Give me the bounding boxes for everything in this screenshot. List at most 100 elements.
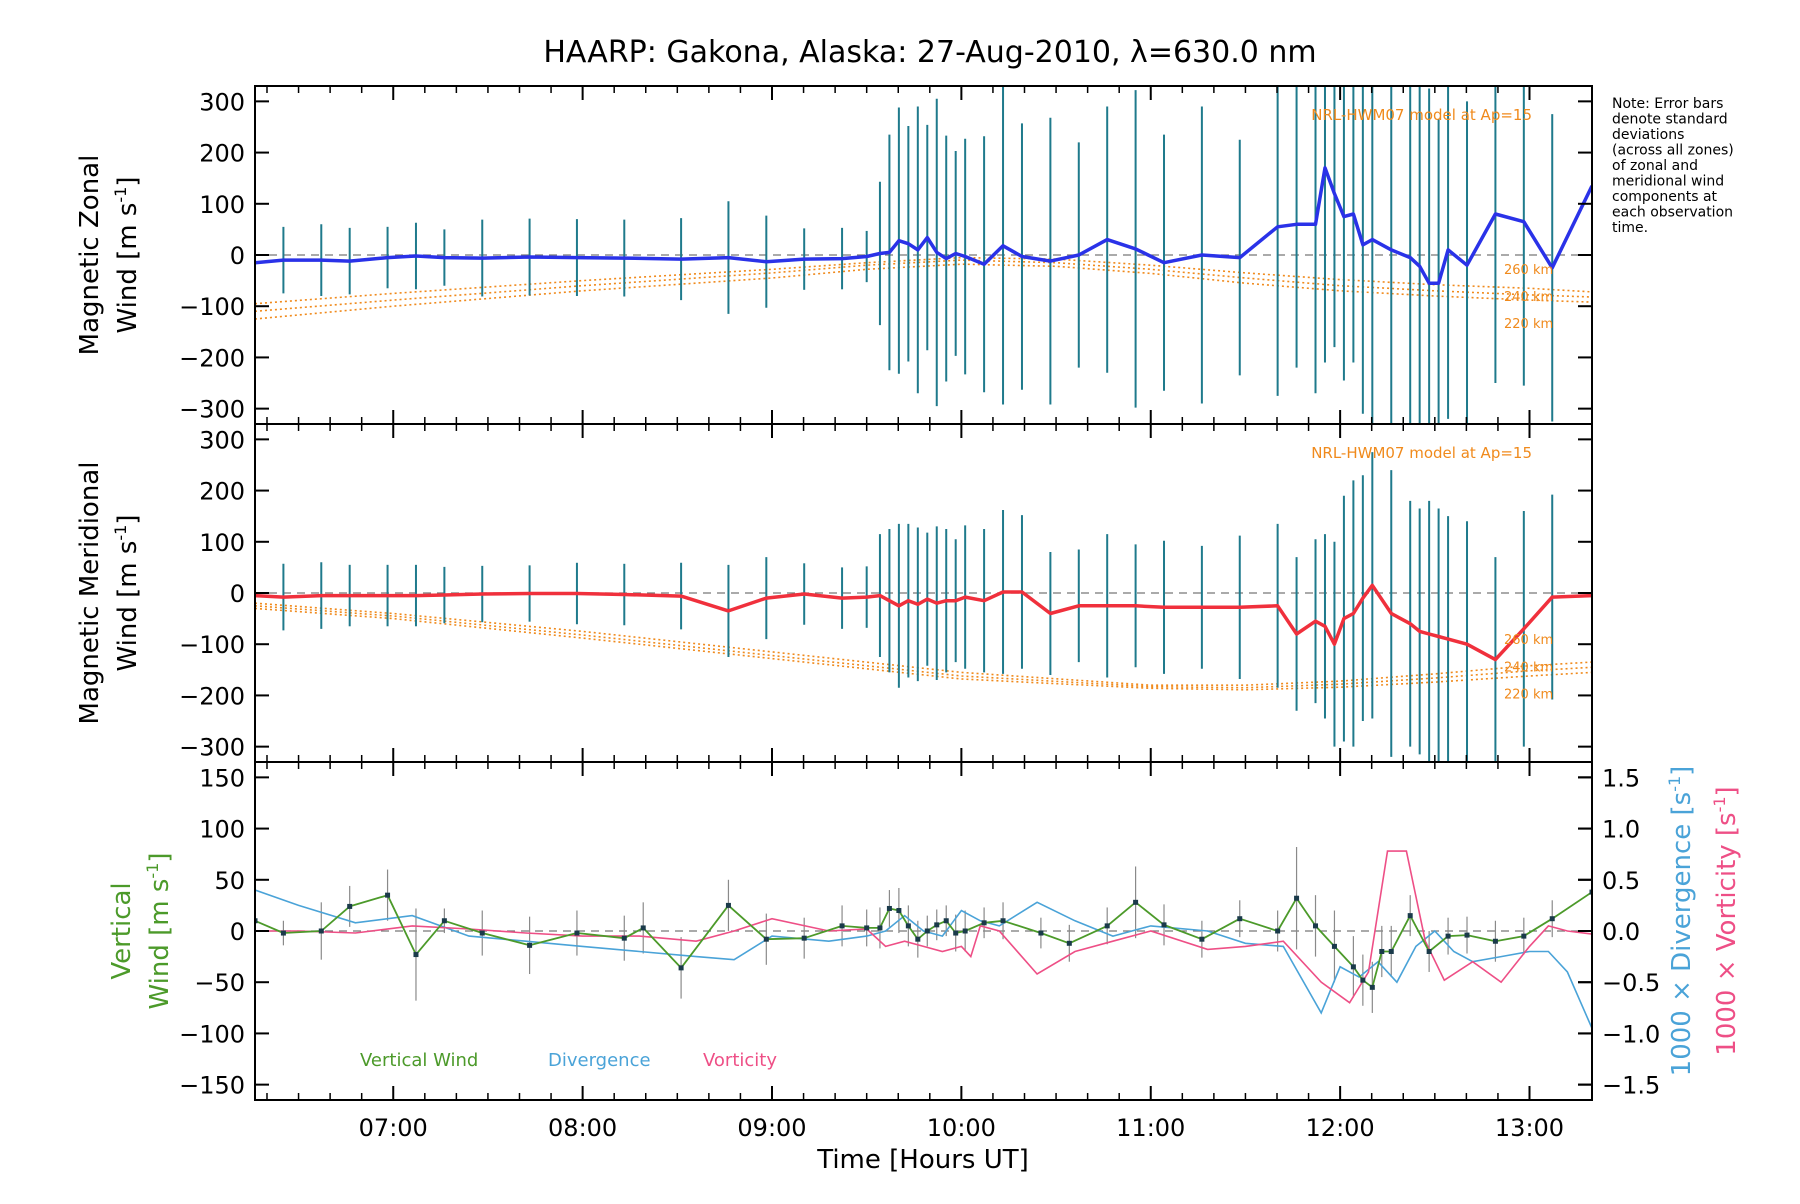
data-point	[1313, 923, 1319, 929]
plot-area	[255, 847, 1592, 1029]
data-point	[1199, 936, 1205, 942]
data-point	[1426, 948, 1432, 954]
data-point	[1237, 916, 1243, 922]
data-point	[801, 935, 807, 941]
data-point	[385, 892, 391, 898]
data-point	[678, 965, 684, 971]
data-point	[896, 908, 902, 914]
y-tick-label: −300	[179, 396, 245, 424]
y2-tick-label: −1.5	[1602, 1072, 1660, 1100]
model-alt-label: 260 km	[1504, 633, 1553, 648]
y-tick-label: −100	[179, 631, 245, 659]
x-axis-title: Time [Hours UT]	[816, 1145, 1029, 1175]
plot-area	[255, 86, 1592, 424]
y-tick-label: 0	[230, 580, 245, 608]
y-tick-label: −50	[194, 969, 245, 997]
data-point	[1464, 932, 1470, 938]
data-point	[441, 918, 447, 924]
note-line: deviations	[1612, 127, 1684, 143]
data-point	[347, 903, 353, 909]
y2-tick-label: −1.0	[1602, 1020, 1660, 1048]
model-label: NRL-HWM07 model at Ap=15	[1311, 444, 1532, 462]
y-axis-title-line2: Wind [m s-1]	[111, 515, 143, 672]
y-axis-title-end: ]	[113, 515, 143, 525]
data-point	[318, 928, 324, 934]
note-line: components at	[1612, 189, 1718, 205]
data-point	[527, 942, 533, 948]
model-alt-label: 240 km	[1504, 290, 1553, 305]
y-axis-title-end: ]	[113, 177, 143, 187]
y-axis-title-sup: -1	[111, 525, 130, 541]
y2-title-end: ]	[1712, 786, 1742, 796]
legend-entry: Vertical Wind	[360, 1050, 478, 1071]
y-axis-title-line2: Wind [m s-1]	[143, 853, 175, 1010]
x-tick-label: 11:00	[1116, 1114, 1185, 1142]
y-tick-label: 100	[199, 191, 245, 219]
note-line: (across all zones)	[1612, 143, 1734, 159]
y-tick-label: −300	[179, 734, 245, 762]
data-point	[943, 918, 949, 924]
data-point	[1549, 916, 1555, 922]
plot-area	[255, 452, 1592, 762]
data-point	[1161, 922, 1167, 928]
y-axis-title-main: Wind [m s	[113, 541, 143, 672]
panel-meridional: NRL-HWM07 model at Ap=15 260 km 240 km 220 …	[75, 423, 1593, 763]
y-axis-title-main: Wind [m s	[145, 879, 175, 1010]
y-axis-title-sup: -1	[111, 187, 130, 203]
model-label: NRL-HWM07 model at Ap=15	[1311, 106, 1532, 124]
data-point	[839, 923, 845, 929]
data-point	[413, 952, 419, 958]
data-point	[1445, 933, 1451, 939]
data-point	[924, 928, 930, 934]
data-point	[479, 930, 485, 936]
y2-tick-label: −0.5	[1602, 969, 1660, 997]
data-point	[1331, 943, 1337, 949]
y-tick-label: 200	[199, 478, 245, 506]
y-tick-label: −200	[179, 344, 245, 372]
y2-title-sup: -1	[1710, 796, 1729, 812]
legend-entry: Vorticity	[703, 1050, 777, 1071]
data-point	[962, 928, 968, 934]
y-axis-title-sup: -1	[143, 863, 162, 879]
legend-entry: Divergence	[548, 1050, 651, 1071]
x-tick-label: 08:00	[548, 1114, 617, 1142]
y-axis-title-main: Wind [m s	[113, 203, 143, 334]
y-tick-label: 0	[230, 242, 245, 270]
data-point	[877, 925, 883, 931]
y-tick-label: −100	[179, 293, 245, 321]
data-point	[1407, 913, 1413, 919]
y2-axis-title-y2label_b: 1000 × Vorticity [s-1]	[1710, 786, 1742, 1055]
y-tick-label: 200	[199, 140, 245, 168]
data-point	[981, 920, 987, 926]
data-point	[1294, 895, 1300, 901]
data-point	[905, 923, 911, 929]
y-tick-label: 50	[214, 867, 245, 895]
data-point	[255, 918, 258, 924]
data-point	[953, 930, 959, 936]
model-alt-label: 240 km	[1504, 660, 1553, 675]
vorticity-line	[255, 850, 1592, 1004]
y-tick-label: −150	[179, 1072, 245, 1100]
data-point	[1379, 948, 1385, 954]
x-tick-label: 07:00	[359, 1114, 428, 1142]
x-tick-label: 13:00	[1495, 1114, 1564, 1142]
data-point	[1275, 928, 1281, 934]
data-point	[886, 905, 892, 911]
data-point	[1388, 948, 1394, 954]
data-point	[1104, 923, 1110, 929]
data-point	[1589, 889, 1592, 895]
data-point	[1369, 984, 1375, 990]
y-tick-label: −200	[179, 682, 245, 710]
y-tick-label: 0	[230, 918, 245, 946]
data-point	[1038, 930, 1044, 936]
y-axis-title-line1: Magnetic Zonal	[75, 155, 105, 356]
model-alt-label: 220 km	[1504, 317, 1553, 332]
y2-title-main: 1000 × Divergence [s	[1667, 792, 1697, 1077]
note-line: Note: Error bars	[1612, 96, 1723, 112]
y-tick-label: −100	[179, 1020, 245, 1048]
y-tick-label: 100	[199, 529, 245, 557]
y-tick-label: 300	[199, 426, 245, 454]
